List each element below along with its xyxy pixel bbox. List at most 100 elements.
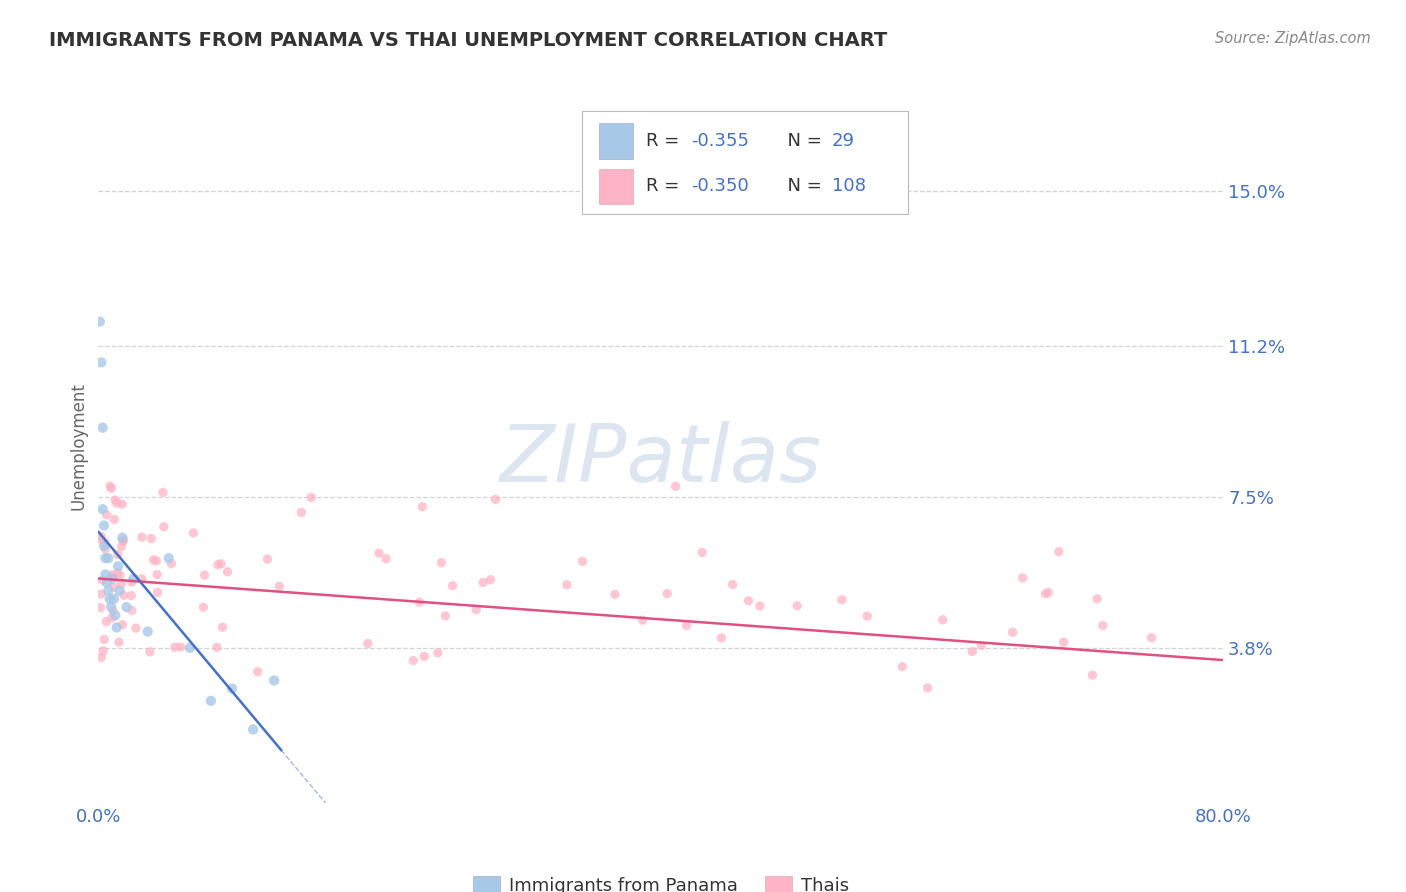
Point [434, 609, 457, 624]
Point [205, 640, 228, 655]
Point [141, 532, 163, 546]
Point [856, 609, 879, 624]
Point [368, 546, 391, 560]
Point [357, 636, 380, 650]
Point [145, 554, 167, 568]
Point [657, 586, 679, 600]
Point [120, 589, 142, 603]
Point [402, 654, 425, 668]
Text: N =: N = [776, 132, 827, 150]
Point [91, 420, 114, 434]
Text: R =: R = [647, 178, 685, 195]
Point [221, 681, 243, 696]
Point [146, 585, 169, 599]
Text: -0.350: -0.350 [692, 178, 749, 195]
Point [555, 578, 578, 592]
Point [430, 556, 453, 570]
Point [1011, 571, 1033, 585]
Point [269, 579, 291, 593]
Point [90, 650, 112, 665]
Point [104, 608, 127, 623]
Point [107, 559, 129, 574]
Point [111, 497, 134, 511]
Point [91, 502, 114, 516]
Text: 108: 108 [832, 178, 866, 195]
Point [1035, 587, 1057, 601]
Point [112, 534, 135, 549]
Point [136, 624, 159, 639]
Point [90, 529, 112, 543]
Point [932, 613, 955, 627]
Point [917, 681, 939, 695]
Point [152, 485, 174, 500]
FancyBboxPatch shape [582, 111, 908, 214]
Point [209, 557, 232, 571]
Y-axis label: Unemployment: Unemployment [69, 382, 87, 510]
Point [112, 588, 135, 602]
Point [93, 632, 115, 647]
Point [408, 595, 430, 609]
Text: 29: 29 [832, 132, 855, 150]
Point [131, 572, 153, 586]
Point [108, 568, 131, 582]
Point [89, 315, 111, 329]
Point [94, 541, 117, 556]
Point [101, 611, 124, 625]
Point [256, 552, 278, 566]
Point [290, 505, 312, 519]
Point [101, 572, 124, 586]
Point [94, 567, 117, 582]
Point [211, 620, 233, 634]
Point [749, 599, 772, 613]
Point [90, 355, 112, 369]
Text: N =: N = [776, 178, 827, 195]
Point [163, 640, 186, 655]
Point [675, 618, 697, 632]
Point [121, 575, 143, 590]
Point [139, 645, 162, 659]
Point [183, 525, 205, 540]
Legend: Immigrants from Panama, Thais: Immigrants from Panama, Thais [465, 869, 856, 892]
Point [108, 635, 131, 649]
Point [97, 583, 120, 598]
Point [100, 481, 122, 495]
Point [1047, 544, 1070, 558]
Point [217, 565, 239, 579]
Point [131, 530, 153, 544]
Point [94, 551, 117, 566]
Point [103, 580, 125, 594]
Text: R =: R = [647, 132, 685, 150]
Point [107, 548, 129, 562]
Point [121, 603, 143, 617]
Point [426, 646, 449, 660]
Text: Source: ZipAtlas.com: Source: ZipAtlas.com [1215, 31, 1371, 46]
Point [108, 583, 131, 598]
Point [91, 573, 114, 587]
Point [246, 665, 269, 679]
Point [970, 639, 993, 653]
Point [664, 479, 686, 493]
Point [98, 591, 121, 606]
Point [413, 649, 436, 664]
Point [101, 604, 124, 618]
Point [831, 592, 853, 607]
Point [96, 615, 118, 629]
Point [110, 576, 132, 591]
Point [479, 573, 502, 587]
Point [193, 600, 215, 615]
Point [263, 673, 285, 688]
Point [1081, 668, 1104, 682]
Point [100, 600, 122, 615]
Point [786, 599, 808, 613]
Point [193, 568, 215, 582]
Point [125, 621, 148, 635]
Point [104, 493, 127, 508]
Point [107, 566, 129, 580]
Point [962, 644, 984, 658]
Point [465, 602, 488, 616]
Point [105, 620, 128, 634]
Point [1052, 635, 1074, 649]
Point [571, 554, 593, 568]
Point [97, 551, 120, 566]
Point [891, 659, 914, 673]
